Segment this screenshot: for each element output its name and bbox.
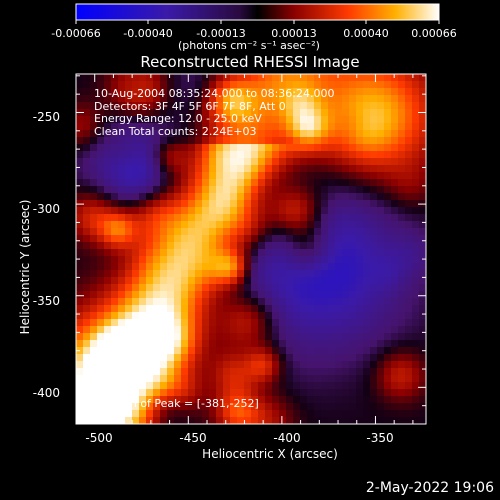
heatmap-image: [76, 74, 427, 425]
x-tick-label: -500: [85, 431, 113, 445]
colorbar-units: (photons cm⁻² s⁻¹ asec⁻²): [178, 39, 320, 52]
x-tick-label: -400: [273, 431, 301, 445]
y-tick-label: -300: [32, 202, 60, 216]
colorbar-tick-label: -0.00066: [51, 27, 101, 40]
y-tick-label: -400: [32, 386, 60, 400]
x-tick-label: -350: [366, 431, 394, 445]
y-tick-label: -350: [32, 294, 60, 308]
colorbar: [75, 3, 440, 21]
colorbar-tick-label: -0.00040: [123, 27, 173, 40]
colorbar-tick-label: 0.00040: [343, 27, 389, 40]
axis-ticks: [75, 74, 426, 425]
x-axis-label: Heliocentric X (arcsec): [202, 447, 338, 461]
x-tick-label: -450: [179, 431, 207, 445]
total-counts: Clean Total counts: 2.24E+03: [94, 124, 257, 138]
y-tick-label: -250: [32, 110, 60, 124]
colorbar-ticks: [75, 20, 440, 24]
colorbar-tick-label: 0.00066: [411, 27, 457, 40]
colorbar-tick-label: -0.00013: [196, 27, 246, 40]
time-range: 10-Aug-2004 08:35:24.000 to 08:36:24.000: [94, 87, 335, 100]
detectors: Detectors: 3F 4F 5F 6F 7F 8F, Att 0: [94, 99, 286, 113]
y-axis-label: Heliocentric Y (arcsec): [18, 199, 32, 335]
energy-range: Energy Range: 12.0 - 25.0 keV: [94, 112, 262, 125]
plot-frame: [75, 73, 427, 425]
footer-date: 2-May-2022 19:06: [365, 480, 494, 496]
colorbar-tick-label: 0.00013: [271, 27, 317, 40]
plot-title: Reconstructed RHESSI Image: [140, 53, 360, 71]
observation-info: 10-Aug-2004 08:35:24.000 to 08:36:24.000…: [94, 87, 335, 138]
peak-position: Position of Peak = [-381,-252]: [94, 397, 259, 410]
